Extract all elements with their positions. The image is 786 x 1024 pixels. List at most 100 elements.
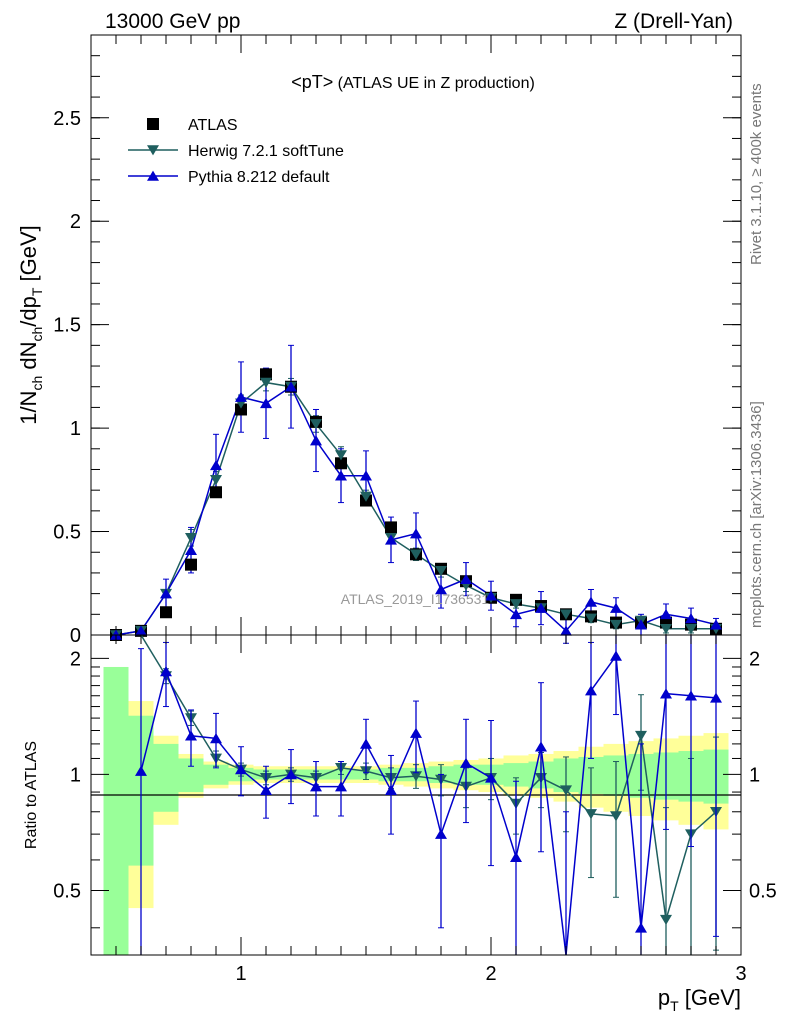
ratio-line-segment [565, 690, 592, 956]
data-point-triangle-down [585, 613, 597, 624]
data-point-triangle-up [285, 381, 297, 392]
ratio-point-triangle-up [710, 692, 722, 703]
data-point-triangle-up [185, 544, 197, 555]
ratio-line-segment [490, 777, 517, 858]
data-point-triangle-up [610, 602, 622, 613]
data-point-triangle-up [460, 573, 472, 584]
ratio-line-segment [140, 634, 167, 677]
ratio-point-triangle-up [485, 772, 497, 783]
ratio-point-triangle-up [460, 757, 472, 768]
data-point-triangle-up [310, 435, 322, 446]
main-panel: 0 0.5 1 1.5 2 2.5 <pT> (ATLAS UE in Z product… [16, 34, 742, 647]
data-point-triangle-up [335, 470, 347, 481]
ratio-y-tick-label: 0.5 [53, 880, 81, 902]
ratio-line-segment [615, 735, 642, 817]
ratio-line-segment [440, 762, 467, 835]
data-point-triangle-up [485, 590, 497, 601]
data-point-square [210, 486, 222, 499]
data-point-triangle-up [560, 625, 572, 636]
data-point-triangle-up [710, 619, 722, 630]
energy-label: 13000 GeV pp [105, 10, 240, 33]
ratio-point-triangle-up [635, 922, 647, 933]
mcplots-label: mcplots.cern.ch [arXiv:1306.3436] [748, 401, 765, 628]
data-point-triangle-down [260, 377, 272, 388]
ratio-line-segment [615, 655, 642, 928]
main-y-tick-label: 0.5 [53, 522, 81, 544]
ratio-ticks: 0.5 0.5 1 1 2 2 1 2 3 [53, 635, 777, 985]
ratio-band-inner [503, 763, 529, 787]
data-point-triangle-up [660, 608, 672, 620]
ratio-point-triangle-up [185, 730, 197, 741]
data-point-square [260, 368, 272, 381]
legend-label: Herwig 7.2.1 softTune [188, 143, 344, 160]
ratio-point-triangle-up [510, 851, 522, 862]
data-point-square [235, 403, 247, 416]
data-point-triangle-down [360, 491, 372, 502]
ratio-point-triangle-up [535, 741, 547, 752]
data-point-triangle-down [335, 450, 347, 461]
ratio-line-segment [165, 671, 192, 737]
ratio-point-triangle-up [660, 688, 672, 699]
data-point-triangle-up [135, 625, 147, 636]
ratio-line-segment [590, 813, 617, 817]
ratio-line-segment [340, 767, 367, 772]
data-point-triangle-down [610, 619, 622, 631]
main-y-tick-label: 2 [70, 211, 81, 233]
data-point-square [185, 558, 197, 571]
main-y-label: 1/Nch dNch/dpT [GeV] [16, 225, 45, 425]
ratio-y-tick-label: 1 [70, 764, 81, 786]
data-point-triangle-down [210, 475, 222, 486]
ratio-point-triangle-up [335, 781, 347, 792]
chart-title-main: <pT> [291, 72, 333, 92]
legend-marker [147, 118, 159, 130]
ratio-y-label: Ratio to ATLAS [23, 741, 40, 849]
ratio-line-segment [365, 770, 392, 779]
data-point-square [335, 457, 347, 470]
ratio-line-segment [265, 773, 292, 779]
ratio-line-segment [415, 775, 442, 781]
ratio-line-segment [440, 778, 467, 788]
main-y-tick-label: 1 [70, 418, 81, 440]
legend-marker [147, 145, 159, 156]
ratio-line-segment [390, 732, 417, 791]
data-point-triangle-up [385, 534, 397, 545]
data-point-triangle-up [535, 602, 547, 613]
data-point-square [385, 521, 397, 534]
data-point-triangle-down [310, 419, 322, 430]
ratio-point-triangle-up [260, 784, 272, 796]
rivet-label: Rivet 3.1.10, ≥ 400k events [748, 83, 765, 265]
ratio-line-segment [540, 746, 567, 956]
ratio-point-triangle-up [360, 738, 372, 749]
ratio-line-segment [690, 694, 717, 699]
chart-title: <pT> (ATLAS UE in Z production) [291, 72, 535, 92]
legend-marker [147, 170, 159, 181]
x-tick-label: 3 [735, 963, 746, 985]
ratio-band-inner [103, 666, 129, 955]
ratio-line-segment [665, 692, 692, 697]
ratio-line-segment [315, 767, 342, 779]
ratio-point-triangle-up [135, 765, 147, 776]
legend-label: Pythia 8.212 default [188, 169, 330, 186]
ratio-line-segment [290, 773, 317, 779]
ratio-line-segment [240, 768, 267, 779]
ratio-y-tick-label-right: 2 [749, 648, 760, 670]
ratio-line-segment [190, 717, 217, 759]
ratio-point-triangle-up [285, 769, 297, 780]
data-point-triangle-up [160, 588, 172, 599]
data-point-triangle-up [435, 584, 447, 595]
data-point-triangle-down [435, 566, 447, 577]
data-point-triangle-up [360, 470, 372, 481]
ratio-point-triangle-down [585, 809, 597, 820]
main-ticks: 0 0.5 1 1.5 2 2.5 [53, 34, 742, 647]
ratio-line-segment [365, 743, 392, 791]
ratio-y-tick-label: 2 [70, 648, 81, 670]
ratio-panel: 0.5 0.5 1 1 2 2 1 2 3 Ratio to ATLAS [23, 634, 777, 985]
ratio-line-segment [340, 743, 367, 787]
legend-label: ATLAS [188, 117, 238, 134]
ratio-point-triangle-down [660, 914, 672, 926]
ratio-point-triangle-up [685, 690, 697, 701]
data-point-triangle-down [510, 599, 522, 610]
ratio-line-segment [215, 737, 242, 770]
ratio-point-triangle-down [635, 730, 647, 742]
ratio-line-segment [640, 693, 667, 928]
